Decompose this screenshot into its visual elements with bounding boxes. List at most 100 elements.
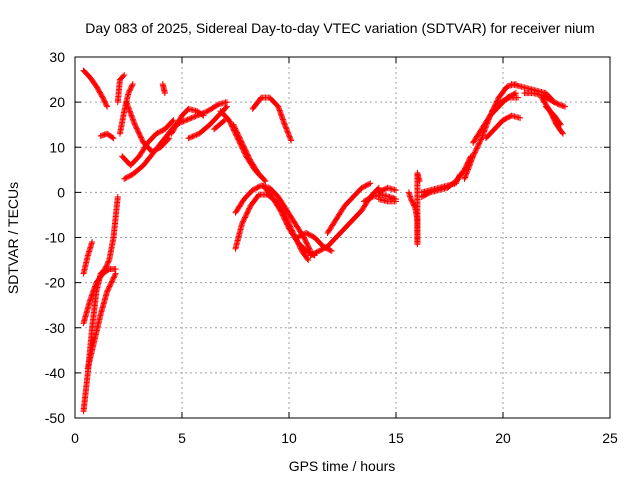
- data-point: [409, 198, 416, 205]
- data-point: [170, 117, 177, 124]
- data-point: [474, 144, 481, 151]
- data-point: [128, 112, 135, 119]
- data-point: [127, 111, 134, 118]
- data-point: [189, 114, 196, 121]
- data-point: [559, 129, 566, 136]
- data-point: [185, 135, 192, 142]
- data-point: [104, 260, 111, 267]
- x-tick-label: 10: [281, 430, 297, 446]
- data-point: [280, 213, 287, 220]
- data-point: [328, 248, 335, 255]
- data-point: [554, 100, 561, 107]
- data-point: [104, 103, 111, 110]
- data-point: [407, 196, 414, 203]
- data-point: [227, 119, 234, 126]
- y-tick-label: 10: [49, 139, 65, 155]
- data-point: [105, 284, 112, 291]
- data-point: [121, 72, 128, 79]
- data-point: [183, 117, 190, 124]
- data-point: [242, 147, 249, 154]
- x-tick-label: 25: [602, 430, 618, 446]
- data-point: [112, 271, 119, 278]
- data-point: [285, 130, 292, 137]
- data-point: [463, 169, 470, 176]
- data-point: [133, 124, 140, 131]
- data-point: [126, 88, 133, 95]
- data-point: [184, 116, 191, 123]
- data-point: [368, 194, 375, 201]
- data-point: [193, 131, 200, 138]
- data-point: [243, 150, 250, 157]
- data-point: [465, 166, 472, 173]
- y-tick-label: -40: [45, 365, 65, 381]
- data-point: [244, 151, 251, 158]
- data-point: [464, 167, 471, 174]
- grid-lines: [75, 57, 610, 418]
- data-point: [286, 132, 292, 139]
- data-point: [285, 224, 292, 231]
- data-point: [128, 83, 135, 90]
- data-point: [245, 206, 252, 213]
- data-point: [191, 113, 198, 120]
- data-point: [127, 86, 134, 93]
- data-point: [139, 137, 146, 144]
- data-point: [214, 102, 221, 109]
- data-point: [237, 137, 244, 144]
- data-point: [230, 121, 237, 128]
- data-point: [281, 215, 288, 222]
- data-point: [284, 221, 291, 228]
- data-point: [222, 104, 229, 111]
- data-point: [245, 152, 252, 159]
- data-point: [237, 135, 244, 142]
- data-point: [137, 133, 144, 140]
- data-point: [110, 135, 117, 142]
- data-point: [284, 128, 291, 135]
- data-point: [468, 157, 475, 164]
- data-point: [468, 158, 475, 165]
- data-point: [471, 150, 478, 157]
- data-point: [283, 220, 290, 227]
- data-point: [284, 129, 291, 136]
- data-point: [282, 219, 289, 226]
- data-point: [199, 111, 206, 118]
- data-point: [261, 177, 268, 184]
- data-point: [463, 170, 470, 177]
- data-point: [409, 200, 416, 207]
- y-tick-label: 20: [49, 94, 65, 110]
- data-point: [562, 103, 569, 110]
- data-point: [108, 278, 115, 285]
- data-point: [477, 137, 484, 144]
- data-point: [112, 270, 119, 277]
- data-point: [465, 165, 472, 172]
- data-point: [243, 148, 250, 155]
- data-point: [240, 143, 247, 150]
- data-point: [136, 132, 143, 139]
- data-point: [127, 84, 134, 91]
- data-point: [103, 102, 110, 109]
- data-point: [130, 117, 137, 124]
- data-point: [327, 247, 334, 254]
- data-point: [109, 277, 116, 284]
- data-point: [557, 121, 564, 128]
- data-point: [187, 115, 194, 122]
- data-point: [134, 126, 141, 133]
- data-point: [99, 93, 106, 100]
- data-point: [136, 130, 143, 137]
- data-point: [235, 133, 242, 140]
- data-point: [304, 255, 311, 262]
- data-point: [101, 98, 108, 105]
- data-point: [107, 280, 114, 287]
- data-point: [220, 118, 227, 125]
- data-point: [134, 128, 141, 135]
- data-point: [472, 148, 479, 155]
- data-point: [101, 97, 108, 104]
- data-point: [223, 103, 230, 110]
- data-point: [103, 262, 110, 269]
- data-point: [99, 94, 106, 101]
- data-point: [467, 159, 474, 166]
- data-point: [473, 145, 480, 152]
- data-point: [106, 283, 113, 290]
- data-point: [246, 156, 253, 163]
- data-point: [287, 134, 294, 141]
- data-point: [245, 153, 252, 160]
